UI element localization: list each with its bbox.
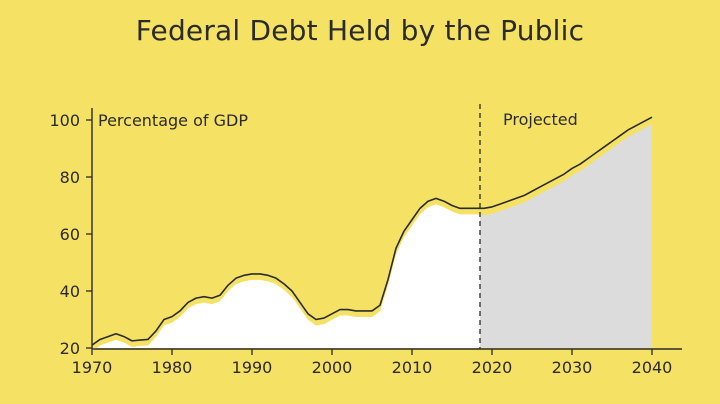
y-tick-label: 100 [49,111,80,130]
historical-area [92,204,480,352]
projected-area [480,124,652,349]
y-tick-label: 80 [60,168,80,187]
x-tick-label: 2040 [632,358,673,377]
x-tick-label: 1970 [72,358,113,377]
x-tick-label: 2000 [312,358,353,377]
y-tick-label: 20 [60,339,80,358]
x-tick-label: 1990 [232,358,273,377]
chart-title: Federal Debt Held by the Public [135,14,585,47]
x-tick-label: 1980 [152,358,193,377]
y-axis-label: Percentage of GDP [98,111,248,130]
x-tick-label: 2030 [552,358,593,377]
y-tick-label: 60 [60,225,80,244]
debt-line [91,116,653,346]
x-tick-label: 2020 [472,358,513,377]
y-tick-label: 40 [60,282,80,301]
projected-label: Projected [503,110,578,129]
x-tick-label: 2010 [392,358,433,377]
